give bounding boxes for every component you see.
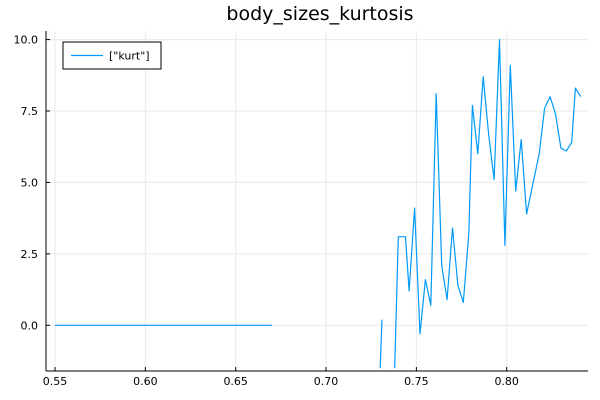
y-tick-label: 0.0	[21, 319, 39, 332]
y-tick-label: 7.5	[21, 105, 39, 118]
series-line	[379, 319, 383, 369]
x-tick-label: 0.60	[133, 375, 158, 388]
y-tick-label: 10.0	[14, 34, 39, 47]
series-line	[394, 38, 582, 369]
x-tick-label: 0.65	[223, 375, 248, 388]
legend: ["kurt"]	[62, 41, 162, 70]
x-tick-label: 0.55	[43, 375, 68, 388]
y-tick-label: 5.0	[21, 176, 39, 189]
y-tick-label: 2.5	[21, 248, 39, 261]
x-tick-label: 0.75	[404, 375, 429, 388]
legend-label: ["kurt"]	[109, 50, 150, 63]
x-tick-label: 0.70	[314, 375, 339, 388]
series-layer	[55, 38, 582, 369]
chart-title: body_sizes_kurtosis	[226, 3, 413, 25]
axes: 0.55 0.60 0.65 0.70 0.75 0.80 0.0 2.5 5.0 7.5 10.0	[14, 31, 588, 388]
x-tick-label: 0.80	[494, 375, 519, 388]
